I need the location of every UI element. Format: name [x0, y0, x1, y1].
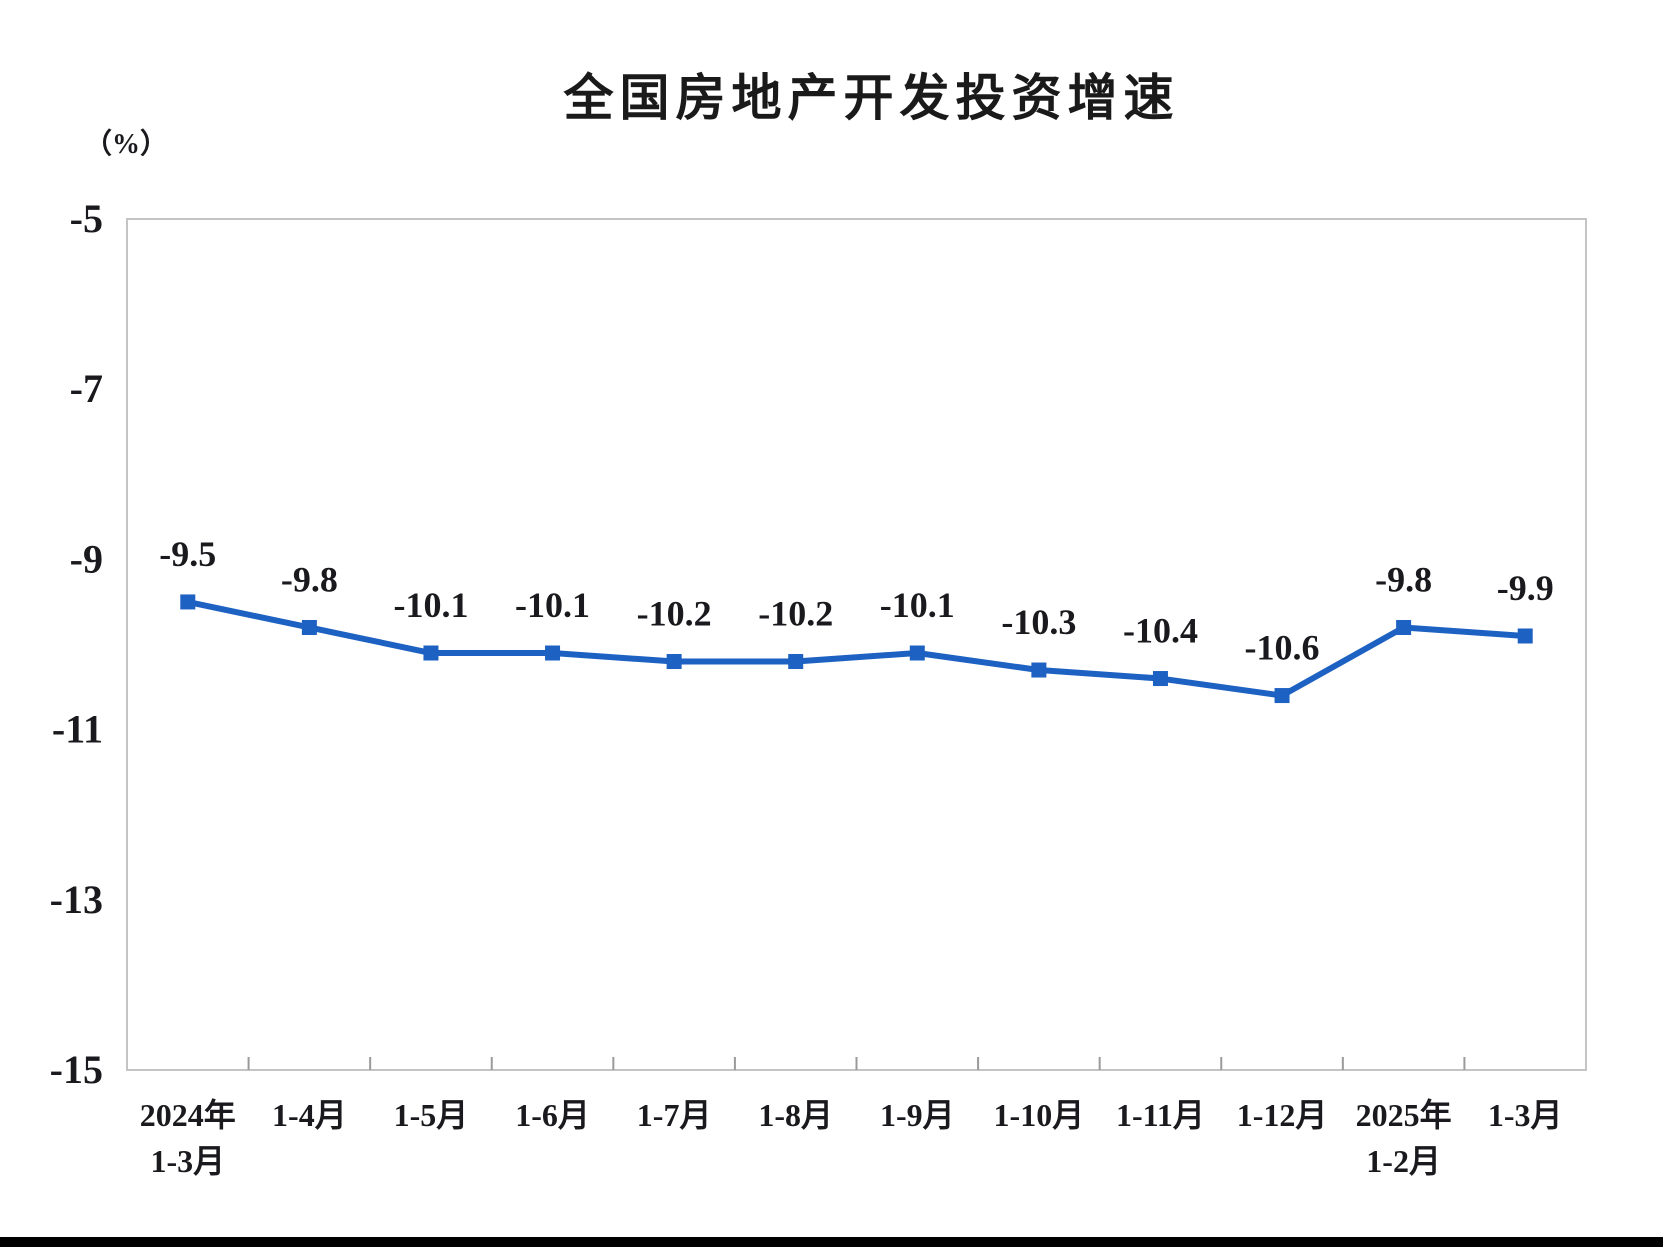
- data-point-marker: [545, 645, 561, 661]
- data-point-label: -10.1: [880, 585, 955, 625]
- data-point-label: -10.1: [393, 585, 468, 625]
- data-point-marker: [1274, 688, 1290, 704]
- data-point-marker: [909, 645, 925, 661]
- y-tick-label: -5: [70, 196, 103, 241]
- data-point-label: -9.8: [281, 559, 338, 599]
- x-axis-label: 1-2月: [1366, 1143, 1441, 1179]
- chart-title: 全国房地产开发投资增速: [563, 70, 1180, 126]
- x-axis-label: 1-12月: [1237, 1097, 1328, 1133]
- data-point-label: -10.2: [637, 594, 712, 634]
- data-point-marker: [788, 654, 804, 670]
- y-tick-label: -7: [70, 366, 103, 411]
- x-axis-label: 1-8月: [758, 1097, 833, 1133]
- y-tick-label: -11: [52, 707, 103, 752]
- y-tick-label: -13: [50, 877, 103, 922]
- data-point-marker: [1152, 671, 1168, 687]
- x-axis-label: 1-6月: [515, 1097, 590, 1133]
- series-line: [187, 599, 1526, 699]
- x-axis-label: 1-5月: [394, 1097, 469, 1133]
- data-point-marker: [423, 645, 439, 661]
- data-point-label: -10.1: [515, 585, 590, 625]
- data-point-label: -9.8: [1375, 559, 1432, 599]
- y-axis-unit-label: （%）: [84, 129, 169, 160]
- x-axis-label: 1-4月: [272, 1097, 347, 1133]
- data-point-label: -10.6: [1245, 628, 1320, 668]
- data-point-label: -10.4: [1123, 611, 1198, 651]
- y-tick-label: -9: [70, 536, 103, 581]
- x-axis-label: 2025年: [1356, 1097, 1452, 1133]
- x-axis-label: 1-10月: [994, 1097, 1085, 1133]
- data-point-label: -10.2: [758, 594, 833, 634]
- x-axis-label: 1-3月: [150, 1143, 225, 1179]
- x-axis-label: 1-3月: [1488, 1097, 1563, 1133]
- data-point-label: -10.3: [1001, 602, 1076, 642]
- x-axis-label: 2024年: [140, 1097, 236, 1133]
- y-tick-label: -15: [50, 1047, 103, 1092]
- bottom-black-bar: [0, 1237, 1663, 1247]
- data-point-marker: [180, 594, 196, 610]
- data-point-marker: [1517, 628, 1533, 644]
- data-point-marker: [1031, 662, 1047, 678]
- data-point-marker: [301, 619, 317, 635]
- x-axis-label: 1-9月: [880, 1097, 955, 1133]
- data-point-label: -9.5: [159, 534, 216, 574]
- x-axis-label: 1-11月: [1116, 1097, 1205, 1133]
- data-point-label: -9.9: [1497, 568, 1554, 608]
- data-point-marker: [666, 654, 682, 670]
- data-point-marker: [1396, 619, 1412, 635]
- x-axis-label: 1-7月: [637, 1097, 712, 1133]
